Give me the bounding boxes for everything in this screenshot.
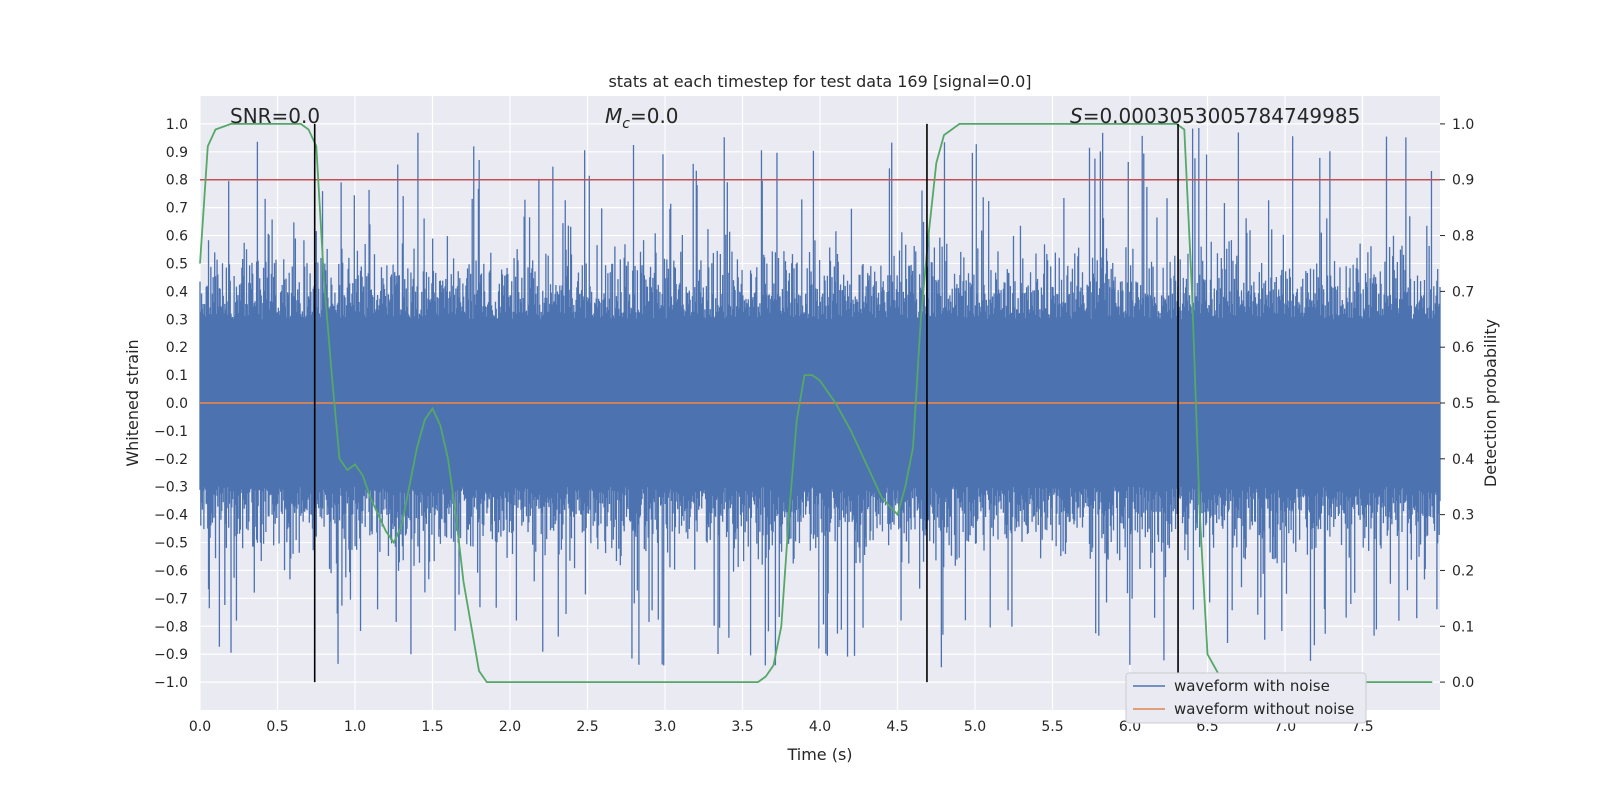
y2-tick-label: 0.0 — [1452, 675, 1474, 691]
y-tick-label: −0.9 — [154, 647, 188, 663]
x-tick-label: 2.0 — [499, 719, 521, 735]
chirp-mass-value: =0.0 — [630, 104, 679, 128]
event-markers — [313, 123, 1179, 683]
y2-tick-label: 0.6 — [1452, 340, 1474, 356]
y2-tick-label: 0.2 — [1452, 563, 1474, 579]
legend-label-noise: waveform with noise — [1174, 677, 1330, 695]
y-tick-label: 0.1 — [166, 368, 188, 384]
score-annotation: S=0.0003053005784749985 — [1070, 104, 1360, 128]
y-tick-label: −0.8 — [154, 619, 188, 635]
series-detection-probability — [199, 123, 1433, 683]
y2-tick-label: 0.3 — [1452, 508, 1474, 524]
y2-tick-label: 1.0 — [1452, 117, 1474, 133]
y2-tick-label: 0.5 — [1452, 396, 1474, 412]
x-tick-label: 1.5 — [421, 719, 443, 735]
chirp-mass-symbol: M — [605, 104, 622, 128]
y-tick-label: −0.7 — [154, 591, 188, 607]
y-tick-label: −0.5 — [154, 536, 188, 552]
y-tick-label: −0.1 — [154, 424, 188, 440]
y2-tick-label: 0.8 — [1452, 229, 1474, 245]
y-tick-label: −0.4 — [154, 508, 188, 524]
x-tick-label: 4.0 — [809, 719, 831, 735]
chirp-mass-annotation: Mc=0.0 — [605, 104, 679, 132]
y-tick-label: 0.4 — [166, 284, 188, 300]
y-tick-label: 1.0 — [166, 117, 188, 133]
x-tick-label: 1.0 — [344, 719, 366, 735]
snr-annotation: SNR=0.0 — [230, 104, 320, 128]
y-tick-label: 0.2 — [166, 340, 188, 356]
y2-axis-ticks: 1.0 0.9 0.8 0.7 0.6 0.5 0.4 0.3 0.2 0.1 0.0 — [1440, 117, 1474, 691]
x-axis-label: Time (s) — [786, 745, 852, 764]
y-tick-label: 0.0 — [166, 396, 188, 412]
chart-title: stats at each timestep for test data 169… — [608, 72, 1031, 91]
y-tick-label: 0.8 — [166, 173, 188, 189]
x-tick-label: 4.5 — [886, 719, 908, 735]
y2-tick-label: 0.9 — [1452, 173, 1474, 189]
x-tick-label: 3.0 — [654, 719, 676, 735]
x-tick-label: 0.5 — [266, 719, 288, 735]
noise-trace — [199, 128, 1441, 668]
y-tick-label: −0.2 — [154, 452, 188, 468]
y-tick-label: 0.5 — [166, 256, 188, 272]
score-symbol: S — [1070, 104, 1083, 128]
y-axis-ticks: 1.0 0.9 0.8 0.7 0.6 0.5 0.4 0.3 0.2 0.1 0.0 −0.1 −0.… — [154, 117, 188, 691]
x-tick-label: 5.5 — [1041, 719, 1063, 735]
y-tick-label: 0.9 — [166, 145, 188, 161]
probability-trace — [199, 123, 1433, 683]
x-tick-label: 0.0 — [189, 719, 211, 735]
legend: waveform with noise waveform without noi… — [1125, 672, 1367, 724]
y-tick-label: 0.6 — [166, 229, 188, 245]
y-tick-label: −1.0 — [154, 675, 188, 691]
y-tick-label: −0.3 — [154, 480, 188, 496]
y-tick-label: −0.6 — [154, 563, 188, 579]
x-tick-label: 3.5 — [731, 719, 753, 735]
y2-axis-label: Detection probability — [1481, 319, 1500, 487]
score-value: =0.0003053005784749985 — [1083, 104, 1361, 128]
y2-tick-label: 0.4 — [1452, 452, 1474, 468]
chirp-mass-subscript: c — [622, 116, 630, 132]
x-tick-label: 2.5 — [576, 719, 598, 735]
legend-label-clean: waveform without noise — [1174, 700, 1354, 718]
y2-tick-label: 0.1 — [1452, 619, 1474, 635]
y2-tick-label: 0.7 — [1452, 284, 1474, 300]
x-tick-label: 5.0 — [964, 719, 986, 735]
y-tick-label: 0.3 — [166, 312, 188, 328]
series-waveform-with-noise — [199, 128, 1441, 668]
y-tick-label: 0.7 — [166, 201, 188, 217]
y-axis-label: Whitened strain — [123, 339, 142, 466]
legend-box — [1125, 672, 1367, 724]
